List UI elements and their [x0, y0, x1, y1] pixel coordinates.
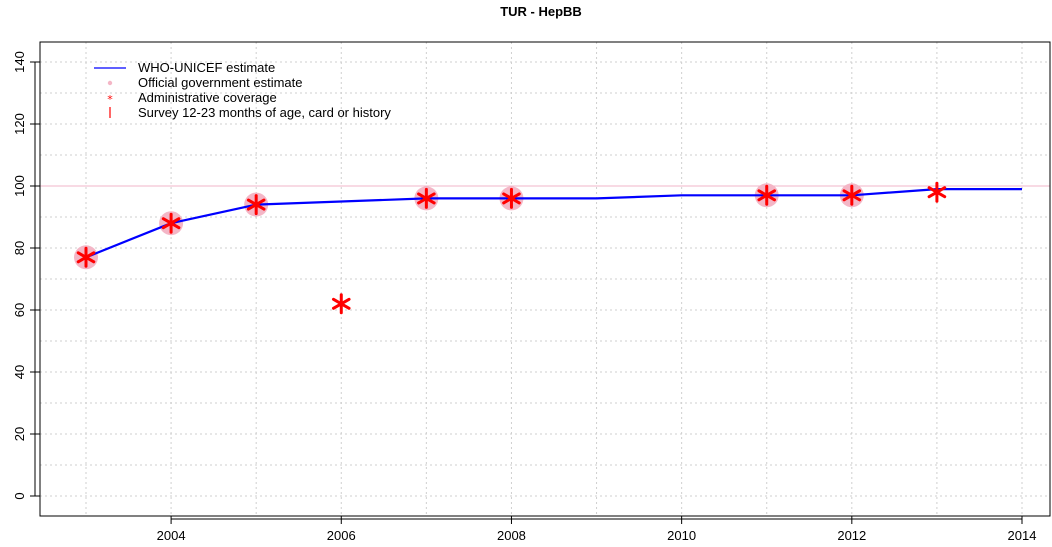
y-tick-label: 0: [12, 492, 27, 499]
legend-label-0: WHO-UNICEF estimate: [138, 60, 275, 75]
plot-frame: [39, 41, 1051, 517]
administrative-coverage-point: [246, 194, 266, 216]
x-tick-label: 2006: [327, 528, 356, 543]
administrative-markers: [76, 181, 947, 315]
legend: * WHO-UNICEF estimate Official governmen…: [94, 60, 391, 120]
chart-title: TUR - HepBB: [500, 4, 582, 19]
who-unicef-line: [85, 188, 1022, 259]
x-tick-label: 2010: [667, 528, 696, 543]
legend-asterisk-icon: *: [107, 93, 113, 106]
administrative-coverage-point: [161, 212, 181, 234]
y-tick-label: 80: [12, 241, 27, 255]
y-tick-label: 20: [12, 427, 27, 441]
administrative-coverage-point: [76, 246, 96, 268]
y-tick-label: 100: [12, 175, 27, 197]
legend-label-3: Survey 12-23 months of age, card or hist…: [138, 105, 391, 120]
x-tick-label: 2004: [157, 528, 186, 543]
x-tick-label: 2012: [837, 528, 866, 543]
x-tick-label: 2008: [497, 528, 526, 543]
official-government-markers: [74, 183, 864, 270]
grid: [40, 42, 1050, 516]
x-tick-label: 2014: [1008, 528, 1037, 543]
administrative-coverage-point: [927, 181, 947, 203]
administrative-coverage-point: [842, 184, 862, 206]
administrative-coverage-point: [757, 184, 777, 206]
x-axis: 2004 2006 2008 2010 2012 2014: [157, 516, 1037, 543]
administrative-coverage-point: [331, 293, 351, 315]
y-tick-label: 60: [12, 303, 27, 317]
administrative-coverage-point: [502, 187, 521, 209]
legend-circle-icon: [107, 80, 113, 86]
y-tick-label: 140: [12, 51, 27, 73]
legend-label-2: Administrative coverage: [138, 90, 277, 105]
y-axis: 0 20 40 60 80 100 120 140: [12, 51, 40, 500]
administrative-coverage-point: [417, 187, 436, 209]
legend-label-1: Official government estimate: [138, 75, 303, 90]
who-unicef-estimate-line: [85, 188, 1022, 259]
y-tick-label: 40: [12, 365, 27, 379]
y-tick-label: 120: [12, 113, 27, 135]
